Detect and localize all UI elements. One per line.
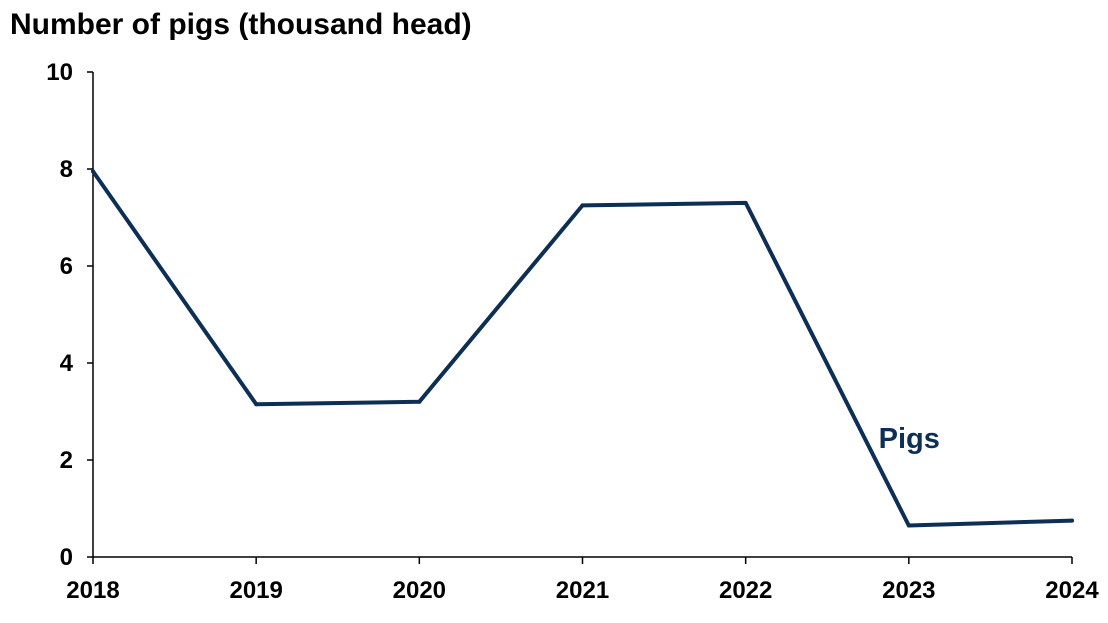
data-point bbox=[743, 200, 748, 205]
y-tick-label: 4 bbox=[60, 350, 74, 377]
data-point bbox=[417, 399, 422, 404]
chart-title: Number of pigs (thousand head) bbox=[10, 8, 472, 41]
x-tick-label: 2022 bbox=[719, 577, 772, 604]
data-point bbox=[91, 169, 95, 174]
series-label-pigs: Pigs bbox=[879, 423, 940, 455]
y-tick-label: 10 bbox=[46, 59, 73, 86]
x-tick-label: 2018 bbox=[66, 577, 119, 604]
y-axis: 0 2 4 6 8 10 bbox=[46, 59, 94, 571]
x-tick-label: 2023 bbox=[882, 577, 935, 604]
data-point bbox=[254, 402, 259, 407]
data-point bbox=[1070, 518, 1074, 523]
series-lines bbox=[91, 169, 1074, 528]
y-tick-label: 6 bbox=[60, 253, 73, 280]
x-tick-label: 2020 bbox=[393, 577, 446, 604]
y-tick-label: 8 bbox=[60, 156, 73, 183]
data-point bbox=[906, 523, 911, 528]
y-tick-label: 0 bbox=[60, 544, 73, 571]
series-labels: Pigs bbox=[879, 423, 940, 455]
x-tick-label: 2019 bbox=[229, 577, 282, 604]
x-tick-label: 2024 bbox=[1045, 577, 1099, 604]
series-line-pigs bbox=[91, 169, 1074, 528]
y-tick-label: 2 bbox=[60, 447, 73, 474]
x-tick-label: 2021 bbox=[556, 577, 609, 604]
x-axis: 2018 2019 2020 2021 2022 2023 2024 bbox=[66, 556, 1099, 604]
data-point bbox=[580, 203, 585, 208]
